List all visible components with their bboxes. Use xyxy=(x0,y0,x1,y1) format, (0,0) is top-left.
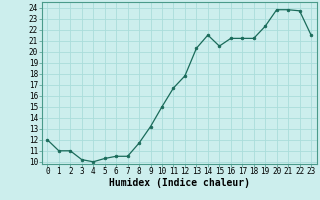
X-axis label: Humidex (Indice chaleur): Humidex (Indice chaleur) xyxy=(109,178,250,188)
